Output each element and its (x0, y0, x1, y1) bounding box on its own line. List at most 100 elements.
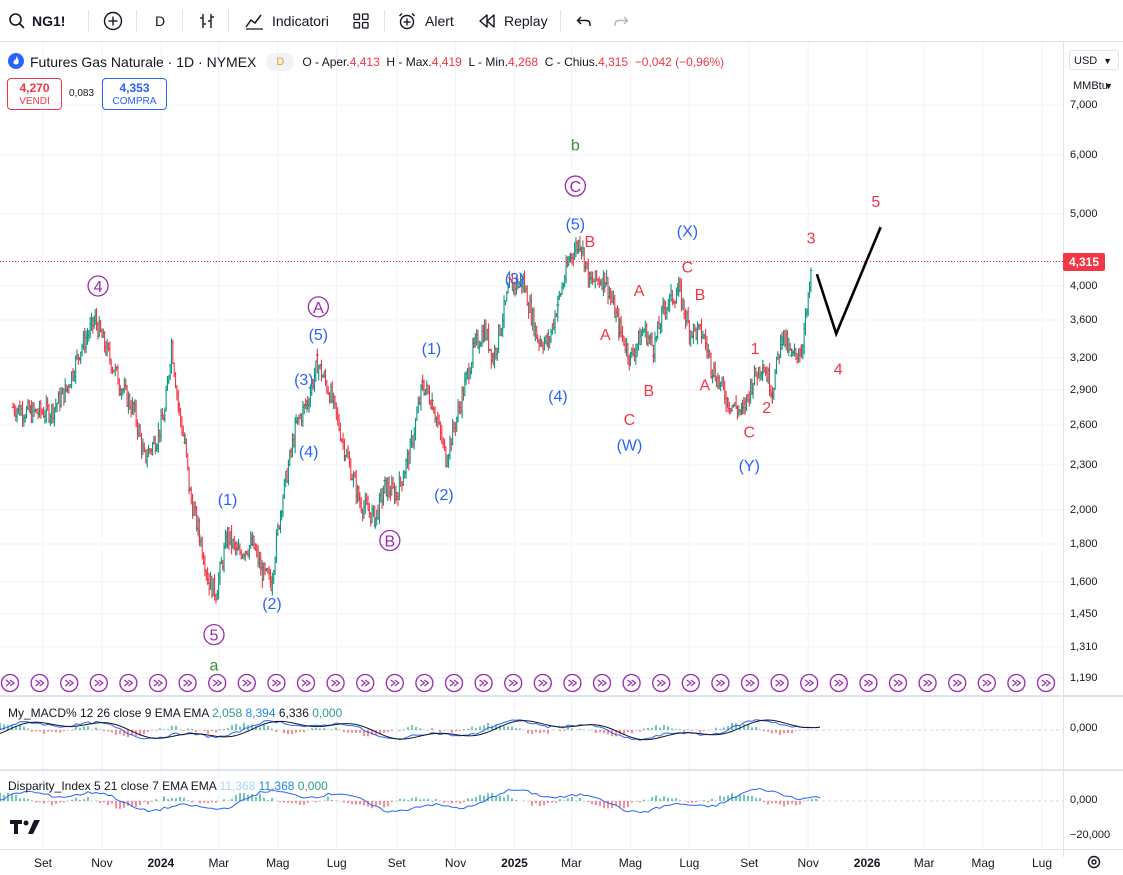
event-marker-icon[interactable] (148, 673, 168, 693)
tradingview-logo[interactable] (10, 818, 42, 841)
unit-label: MMBtu (1073, 80, 1108, 92)
indicators-button[interactable]: Indicatori (244, 0, 329, 42)
price-chart[interactable]: 4 5 a (1) (2) (3) (4) (5) A B (1) (2) (3) (4) (5) Cb B A C… (0, 0, 1063, 849)
event-marker-icon[interactable] (622, 673, 641, 693)
wave-label: 4 (94, 279, 103, 296)
indicator-tick-label: 0,000 (1070, 722, 1098, 734)
event-marker-icon[interactable] (119, 673, 138, 693)
event-marker-icon[interactable] (415, 673, 434, 693)
macd-legend: My_MACD% 12 26 close 9 EMA EMA 2,058 8,3… (8, 706, 342, 720)
event-marker-icon[interactable] (296, 673, 316, 693)
wave-label: 2 (762, 400, 771, 417)
event-marker-icon[interactable] (948, 673, 967, 693)
projection-path (815, 226, 882, 338)
event-marker-icon[interactable] (888, 673, 908, 693)
time-tick-label: Mag (618, 856, 643, 870)
event-marker-icon[interactable] (385, 673, 404, 693)
time-tick-label: Set (387, 856, 406, 870)
event-marker-icon[interactable] (326, 673, 345, 693)
event-marker-icon[interactable] (178, 673, 197, 693)
open-label: O - Aper. (302, 55, 350, 69)
compare-button[interactable] (103, 0, 123, 42)
event-marker-icon[interactable] (681, 673, 700, 693)
replay-label: Replay (504, 13, 548, 29)
event-marker-icon[interactable] (859, 673, 878, 693)
event-marker-icon[interactable] (800, 673, 819, 693)
event-marker-icon[interactable] (474, 673, 493, 693)
currency-selector[interactable]: USD ▼ (1069, 50, 1119, 70)
disparity-value-1: 11,368 (219, 779, 256, 793)
projection-line (815, 226, 882, 338)
chart-type-button[interactable] (198, 0, 216, 42)
redo-button[interactable] (612, 0, 630, 42)
replay-button[interactable]: Replay (478, 0, 548, 42)
event-marker-icon[interactable] (977, 673, 996, 693)
event-marker-icon[interactable] (563, 673, 582, 693)
event-marker-icon[interactable] (1007, 673, 1026, 693)
pane-divider[interactable] (0, 695, 1123, 697)
wave-label: (1) (218, 492, 238, 509)
wave-label: (Y) (739, 458, 760, 475)
event-marker-icon[interactable] (89, 673, 108, 693)
macd-pane (0, 719, 1063, 741)
symbol-search[interactable]: NG1! (8, 0, 65, 42)
wave-label: B (385, 533, 396, 550)
interval-button[interactable]: D (155, 0, 165, 42)
event-marker-icon[interactable] (918, 673, 937, 693)
time-axis[interactable]: Set Nov 2024 Mar Mag Lug Set Nov 2025 Mar Mag Lug Se… (0, 849, 1123, 875)
event-marker-icon[interactable] (711, 673, 730, 693)
sell-button[interactable]: 4,270 VENDI (7, 78, 62, 110)
event-marker-icon[interactable] (592, 673, 612, 693)
gear-icon[interactable] (1086, 854, 1102, 875)
event-marker-icon[interactable] (829, 673, 848, 693)
signal-line (0, 719, 821, 741)
wave-label: 4 (834, 361, 843, 378)
wave-label: (4) (299, 444, 319, 461)
close-label: C - Chius. (544, 55, 599, 69)
time-tick-label: Lug (679, 856, 700, 870)
event-marker-icon[interactable] (0, 673, 20, 693)
event-marker-icon[interactable] (208, 673, 227, 693)
ohlc-values: O - Aper.4,413 H - Max.4,419 L - Min.4,2… (302, 55, 724, 69)
wave-label: A (699, 377, 710, 394)
wave-label: (5) (309, 327, 329, 344)
wave-label-circle (379, 529, 401, 552)
plus-circle-icon (103, 11, 123, 31)
event-marker-icon[interactable] (770, 673, 789, 693)
wave-label: 5 (871, 194, 880, 211)
unit-selector[interactable]: MMBtu ▼ (1069, 76, 1119, 96)
time-tick-label: Mag (971, 856, 995, 870)
macd-name: My_MACD% 12 26 close 9 EMA EMA (8, 706, 209, 720)
macd-value-4: 0,000 (312, 706, 343, 720)
undo-button[interactable] (575, 0, 593, 42)
oscillator-line (0, 787, 821, 814)
event-marker-icon[interactable] (740, 673, 760, 693)
event-marker-icon[interactable] (652, 673, 671, 693)
event-marker-icon[interactable] (356, 673, 375, 693)
wave-label: 1 (751, 341, 760, 358)
alert-button[interactable]: Alert (397, 0, 454, 42)
event-marker-icon[interactable] (1036, 673, 1056, 693)
event-marker-icon[interactable] (30, 673, 49, 693)
event-marker-icon[interactable] (267, 673, 286, 693)
event-marker-icon[interactable] (60, 673, 79, 693)
wave-label: (X) (677, 223, 698, 240)
event-marker-icon[interactable] (504, 673, 523, 693)
wave-label: A (600, 327, 611, 344)
grid-icon (352, 12, 370, 30)
layouts-button[interactable] (352, 0, 370, 42)
price-axis[interactable]: USD ▼ MMBtu ▼ (1063, 42, 1123, 857)
wave-label: C (624, 412, 636, 429)
wave-label: a (210, 657, 219, 674)
event-marker-icon[interactable] (533, 673, 552, 693)
event-marker-icon[interactable] (237, 673, 256, 693)
last-price-tag: 4,315 (1063, 252, 1105, 271)
price-tick-label: 5,000 (1070, 207, 1098, 220)
data-badge[interactable]: D (266, 53, 295, 71)
price-tick-label: 2,900 (1070, 383, 1098, 396)
event-marker-icon[interactable] (444, 673, 464, 693)
macd-value-3: 6,336 (278, 706, 309, 720)
pane-divider[interactable] (0, 769, 1123, 771)
interval-label: D (155, 13, 166, 29)
buy-button[interactable]: 4,353 COMPRA (102, 78, 167, 110)
